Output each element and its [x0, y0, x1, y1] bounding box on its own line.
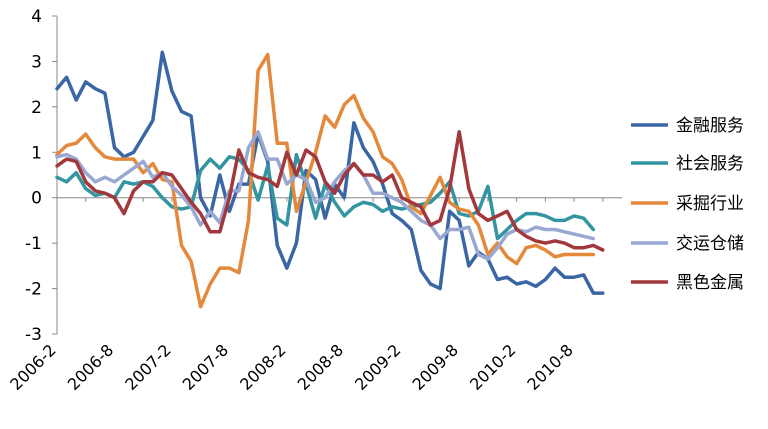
legend-label-1: 金融服务: [676, 116, 744, 136]
legend-label-3: 采掘行业: [676, 194, 744, 214]
y-tick-label: 1: [31, 143, 42, 163]
x-tick-label: 2010-8: [523, 340, 577, 394]
x-tick-label: 2008-8: [294, 340, 348, 394]
x-tick-label: 2008-2: [236, 340, 290, 394]
legend-label-2: 社会服务: [676, 154, 744, 174]
x-tick-label: 2009-2: [351, 340, 405, 394]
y-tick-label: -3: [25, 325, 42, 345]
x-tick-label: 2009-8: [409, 340, 463, 394]
series-line-4: [55, 130, 596, 261]
y-tick-label: 4: [31, 7, 42, 27]
y-tick-label: -2: [25, 280, 42, 300]
legend-label-5: 黑色金属: [676, 273, 744, 293]
x-tick-label: 2006-2: [6, 340, 60, 394]
x-tick-label: 2010-2: [466, 340, 520, 394]
series-line-1: [55, 50, 605, 295]
y-tick-label: 0: [31, 189, 42, 209]
series-line-5: [55, 130, 605, 252]
x-tick-label: 2007-2: [121, 340, 175, 394]
legend-label-4: 交运仓储: [676, 234, 744, 254]
y-tick-label: 3: [31, 52, 42, 72]
x-tick-label: 2006-8: [64, 340, 118, 394]
x-tick-label: 2007-8: [179, 340, 233, 394]
series-lines: [55, 50, 605, 309]
y-tick-label: 2: [31, 98, 42, 118]
y-tick-label: -1: [25, 234, 42, 254]
